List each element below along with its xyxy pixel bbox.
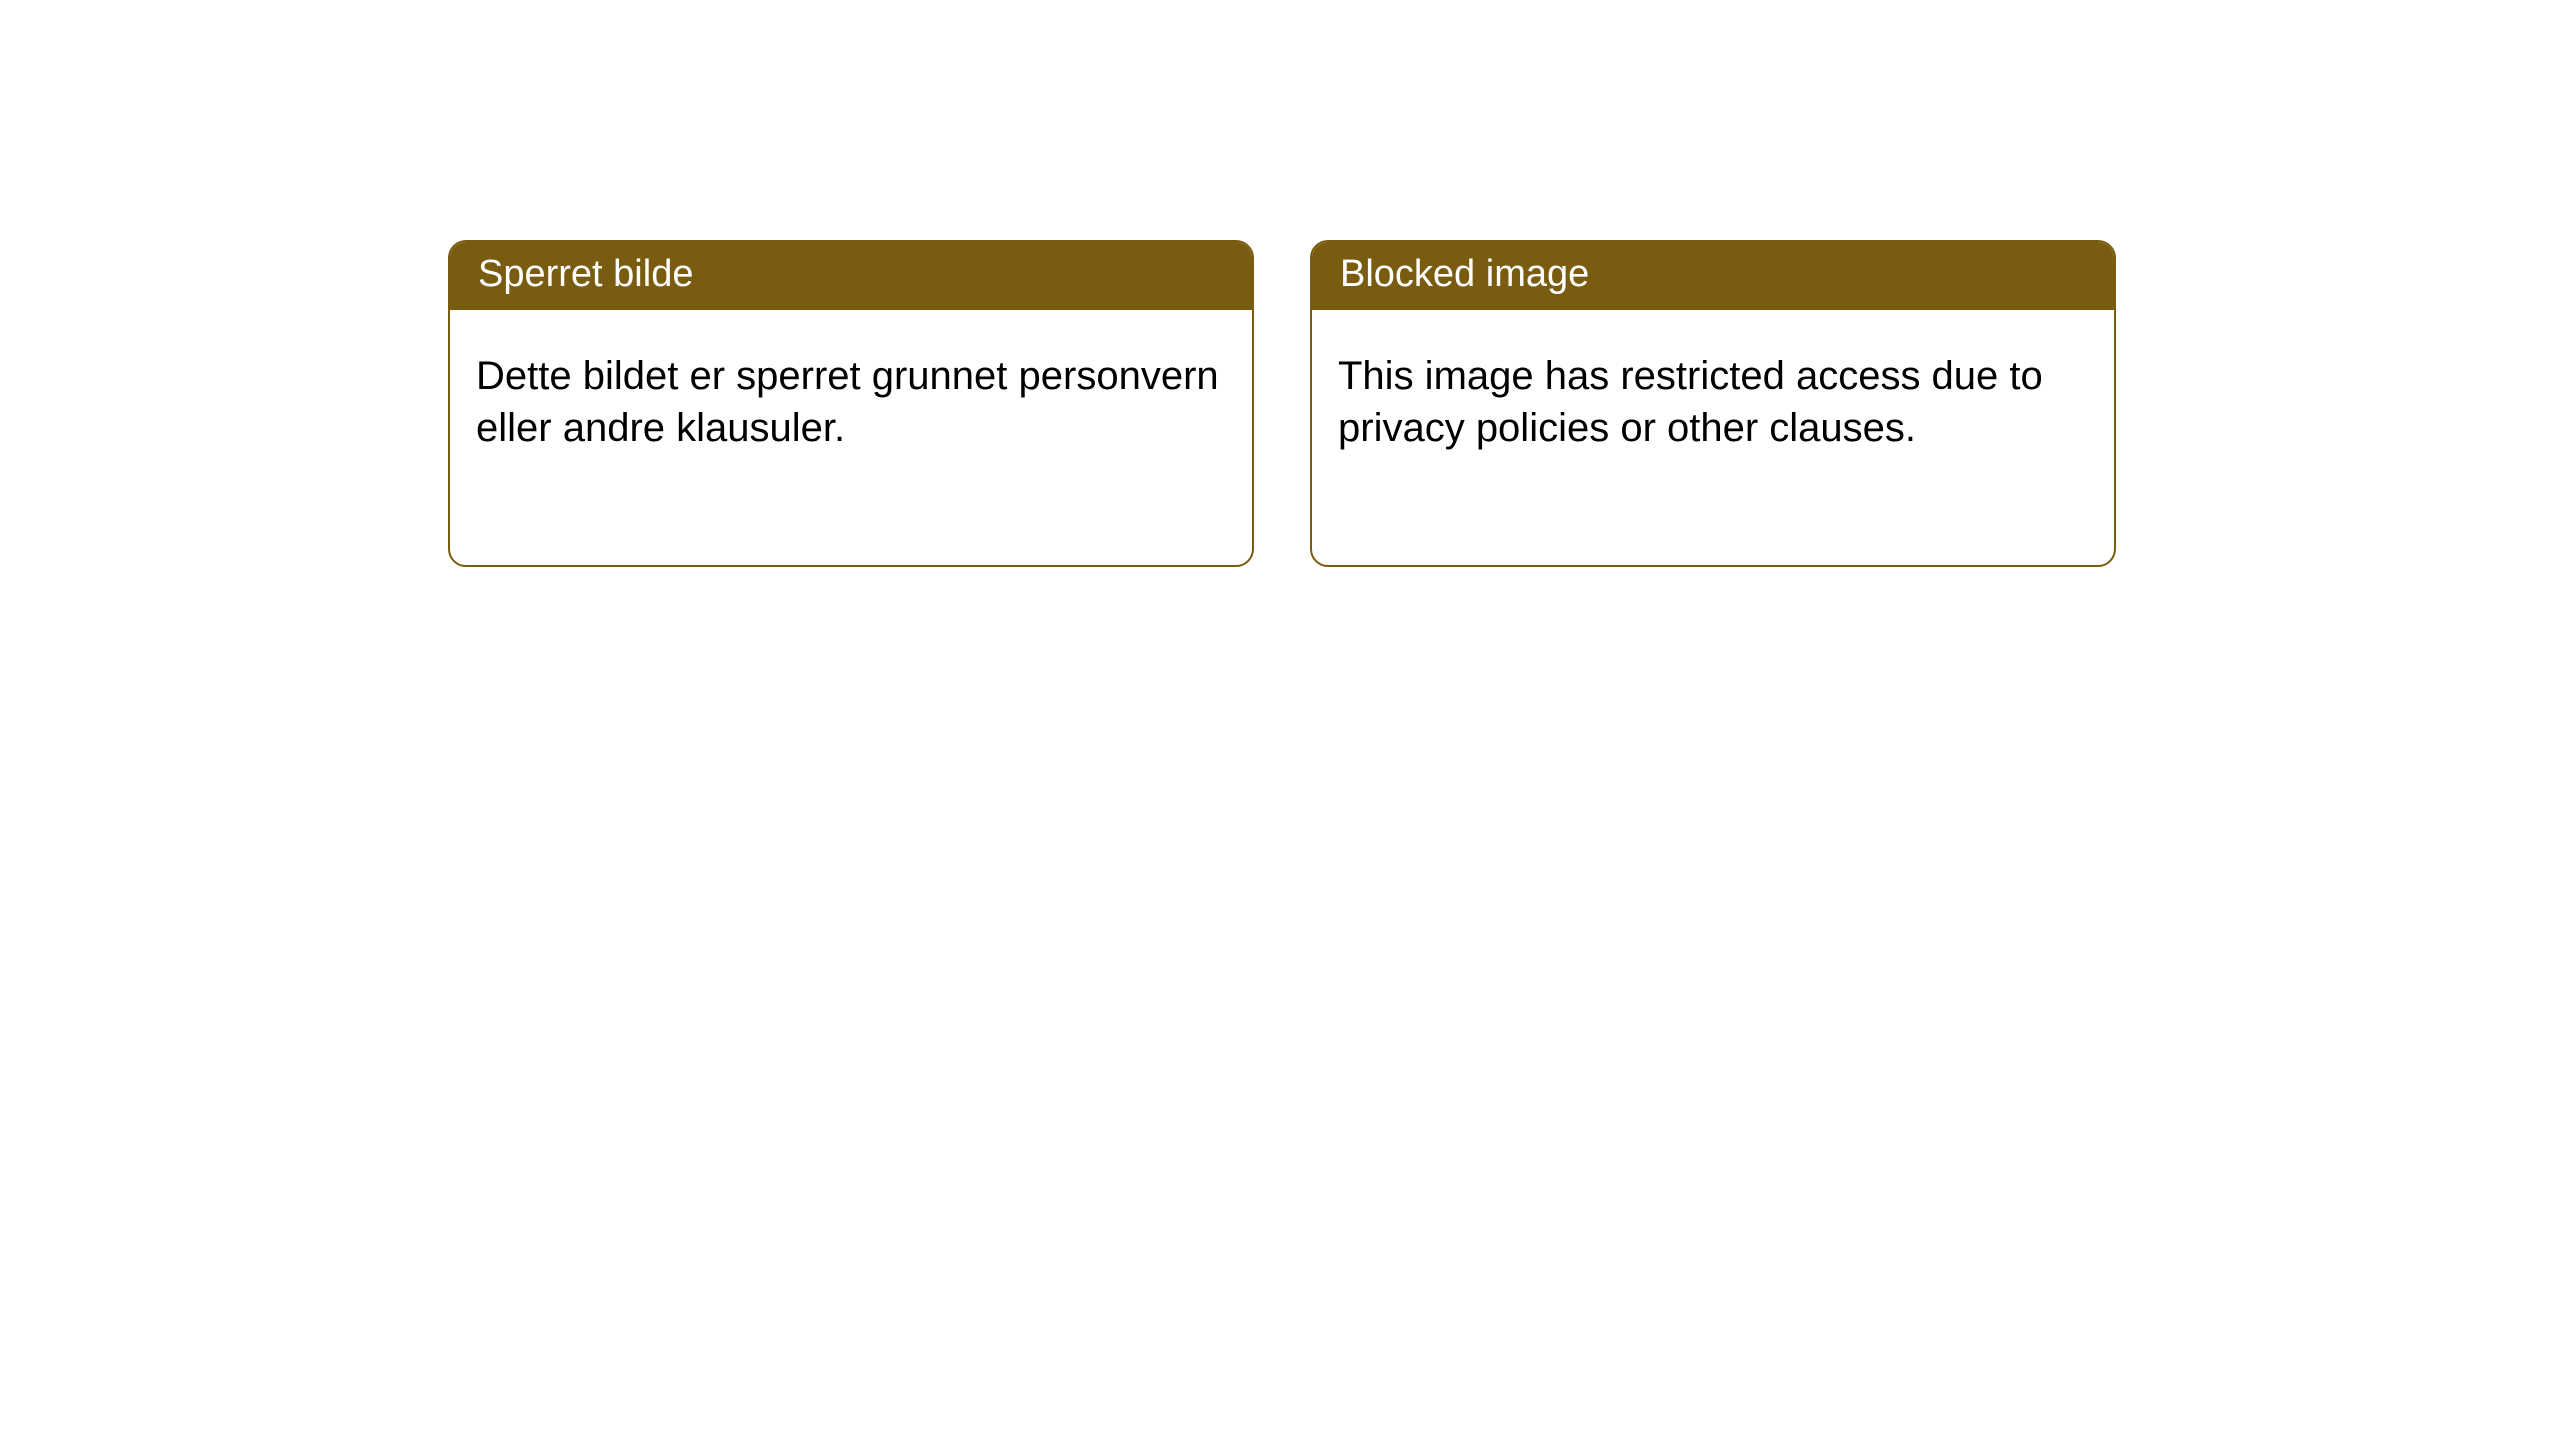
notice-header: Blocked image	[1312, 242, 2114, 310]
notice-card-norwegian: Sperret bilde Dette bildet er sperret gr…	[448, 240, 1254, 567]
notices-container: Sperret bilde Dette bildet er sperret gr…	[0, 0, 2560, 567]
notice-header: Sperret bilde	[450, 242, 1252, 310]
notice-body: Dette bildet er sperret grunnet personve…	[450, 310, 1252, 566]
notice-body: This image has restricted access due to …	[1312, 310, 2114, 566]
notice-card-english: Blocked image This image has restricted …	[1310, 240, 2116, 567]
